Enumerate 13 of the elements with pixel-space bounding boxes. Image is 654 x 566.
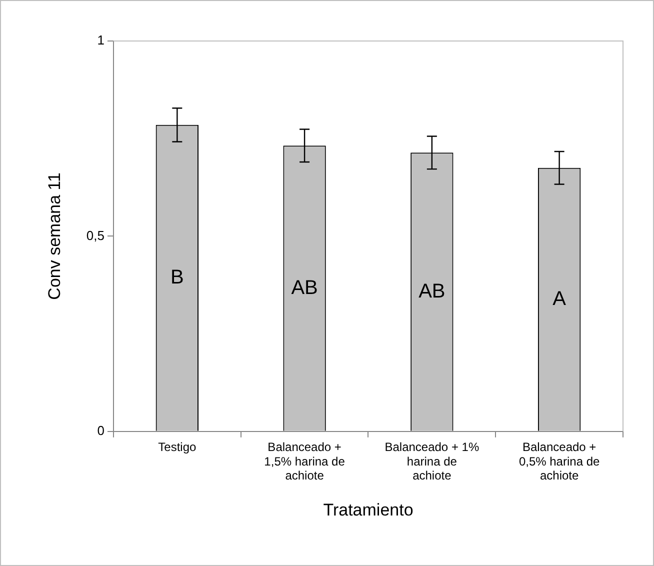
x-tick-label: Balanceado + 0,5% harina de achiote <box>518 440 600 483</box>
annotation: A <box>552 288 567 310</box>
annotation: AB <box>291 277 318 300</box>
y-tick-label: 1 <box>97 32 104 48</box>
y-axis-title: Conv semana 11 <box>44 172 64 300</box>
annotation: B <box>170 266 184 289</box>
x-tick-label: Balanceado + 1,5% harina de achiote <box>264 440 346 483</box>
y-tick-label: 0,5 <box>86 228 104 243</box>
x-tick-label: Balanceado + 1% harina de achiote <box>384 440 480 483</box>
x-axis-title: Tratamiento <box>323 500 414 520</box>
x-tick-label: Testigo <box>158 440 196 454</box>
annotation: AB <box>418 280 446 303</box>
y-tick-label: 0 <box>97 422 104 438</box>
